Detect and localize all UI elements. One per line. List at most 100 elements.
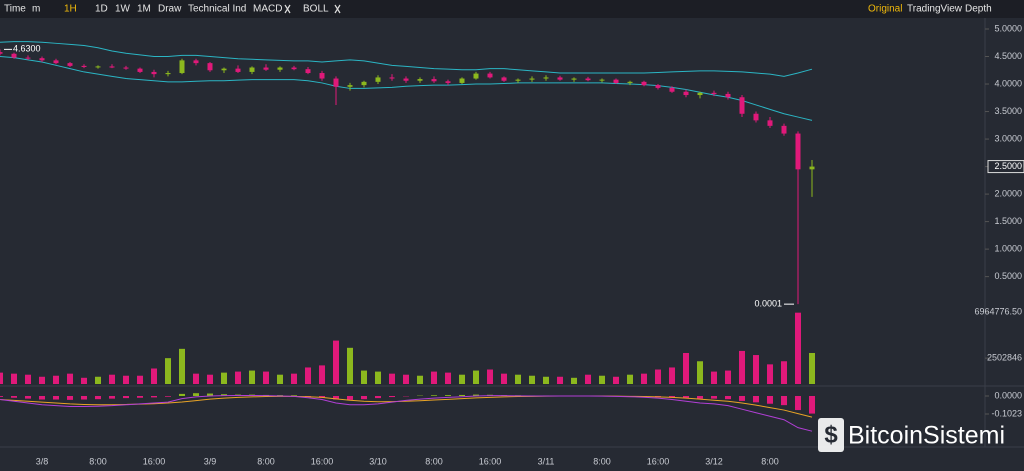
macd-bar xyxy=(725,396,731,400)
x-tick-label: 16:00 xyxy=(311,456,334,466)
toolbar-button[interactable]: m xyxy=(32,4,40,15)
watermark: $ BitcoinSistemi xyxy=(818,418,1005,452)
candle-body xyxy=(641,81,647,86)
toolbar-button[interactable]: TradingView xyxy=(907,4,963,15)
boll-upper xyxy=(0,41,813,77)
macd-bar xyxy=(39,396,45,400)
volume-bar xyxy=(529,375,535,384)
macd-bar xyxy=(445,395,451,397)
candle-body xyxy=(53,60,59,64)
toolbar-button[interactable]: Draw xyxy=(158,4,182,15)
x-tick-label: 8:00 xyxy=(89,456,107,466)
macd-bar xyxy=(95,396,101,400)
indicator-tag[interactable]: MACD xyxy=(253,4,282,15)
candle-body xyxy=(81,65,87,67)
candle-body xyxy=(291,67,297,70)
macd-bar xyxy=(809,396,815,414)
volume-bar xyxy=(809,352,815,384)
toolbar-button[interactable]: Depth xyxy=(965,4,992,15)
candle-body xyxy=(179,60,185,74)
volume-bar xyxy=(221,372,227,384)
candle-body xyxy=(767,120,773,126)
toolbar-button[interactable]: Time xyxy=(4,4,26,15)
candle-body xyxy=(669,87,675,92)
volume-bar xyxy=(599,375,605,384)
volume-bar xyxy=(277,374,283,384)
x-tick-label: 16:00 xyxy=(479,456,502,466)
macd-bar xyxy=(795,396,801,411)
volume-bar xyxy=(165,358,171,384)
price-tick-label: 5.0000 xyxy=(994,23,1022,33)
toolbar-button[interactable]: 1W xyxy=(115,4,131,15)
boll-lower xyxy=(0,56,813,121)
macd-bar xyxy=(123,396,129,399)
x-tick-label: 16:00 xyxy=(647,456,670,466)
candle-body xyxy=(795,133,801,170)
macd-bar xyxy=(221,394,227,397)
candle-body xyxy=(557,77,563,80)
candle-body xyxy=(67,63,73,66)
indicator-tag[interactable]: BOLL xyxy=(303,4,329,15)
volume-bar xyxy=(375,371,381,384)
volume-bar xyxy=(207,374,213,384)
macd-bar xyxy=(109,396,115,399)
volume-bar xyxy=(403,374,409,384)
candle-body xyxy=(711,92,717,94)
volume-bar xyxy=(585,374,591,384)
axes: 5.0000 4.5000 4.0000 3.5000 3.0000 2.5000 2.00… xyxy=(4,23,1024,466)
candle-body xyxy=(333,78,339,87)
candle-body xyxy=(529,78,535,80)
volume-bar xyxy=(683,352,689,384)
macd-bar xyxy=(767,396,773,404)
volume-bar xyxy=(109,374,115,384)
x-tick-label: 16:00 xyxy=(143,456,166,466)
candle-body xyxy=(655,85,661,88)
toolbar-button[interactable]: 1D xyxy=(95,4,108,15)
candle-body xyxy=(683,91,689,96)
x-tick-label: 8:00 xyxy=(593,456,611,466)
candle-body xyxy=(627,81,633,83)
volume-bar xyxy=(249,370,255,384)
volume-bar xyxy=(151,368,157,384)
volume-bar xyxy=(669,367,675,384)
candle-body xyxy=(375,77,381,82)
candle-body xyxy=(753,113,759,121)
candle-body xyxy=(123,67,129,69)
macd-dif-line xyxy=(0,394,813,432)
volume-bar xyxy=(571,377,577,384)
toolbar-button[interactable]: 1H xyxy=(64,4,77,15)
candle-body xyxy=(95,66,101,68)
candle-body xyxy=(697,92,703,96)
volume-bar xyxy=(753,355,759,384)
x-tick-label: 8:00 xyxy=(761,456,779,466)
volume-bar xyxy=(501,373,507,384)
volume-bar xyxy=(459,374,465,384)
volume-bar xyxy=(305,367,311,384)
volume-bar xyxy=(319,365,325,384)
macd-bar xyxy=(753,396,759,403)
volume-bar xyxy=(53,375,59,384)
price-tick-label: 4.5000 xyxy=(994,51,1022,61)
volume-bar xyxy=(389,373,395,384)
toolbar-button[interactable]: Technical Ind xyxy=(188,4,246,15)
candle-body xyxy=(109,66,115,68)
indicator-close-icon xyxy=(284,4,291,14)
volume-bar xyxy=(627,374,633,384)
volume-bar xyxy=(473,370,479,384)
macd-bar xyxy=(165,396,171,397)
candle-body xyxy=(319,73,325,79)
toolbar-button[interactable]: Original xyxy=(868,4,902,15)
volume-bar xyxy=(0,372,3,384)
price-tick-label: 3.0000 xyxy=(994,133,1022,143)
macd-bar xyxy=(291,395,297,397)
toolbar-button[interactable]: 1M xyxy=(137,4,151,15)
volume-bar xyxy=(67,373,73,384)
last-price-label: 2.5000 xyxy=(994,161,1022,171)
candle-body xyxy=(235,68,241,72)
candle-body xyxy=(781,125,787,134)
candle-body xyxy=(193,60,199,64)
macd-bar xyxy=(459,394,465,397)
macd-bar xyxy=(347,396,353,400)
candle-body xyxy=(361,81,367,86)
